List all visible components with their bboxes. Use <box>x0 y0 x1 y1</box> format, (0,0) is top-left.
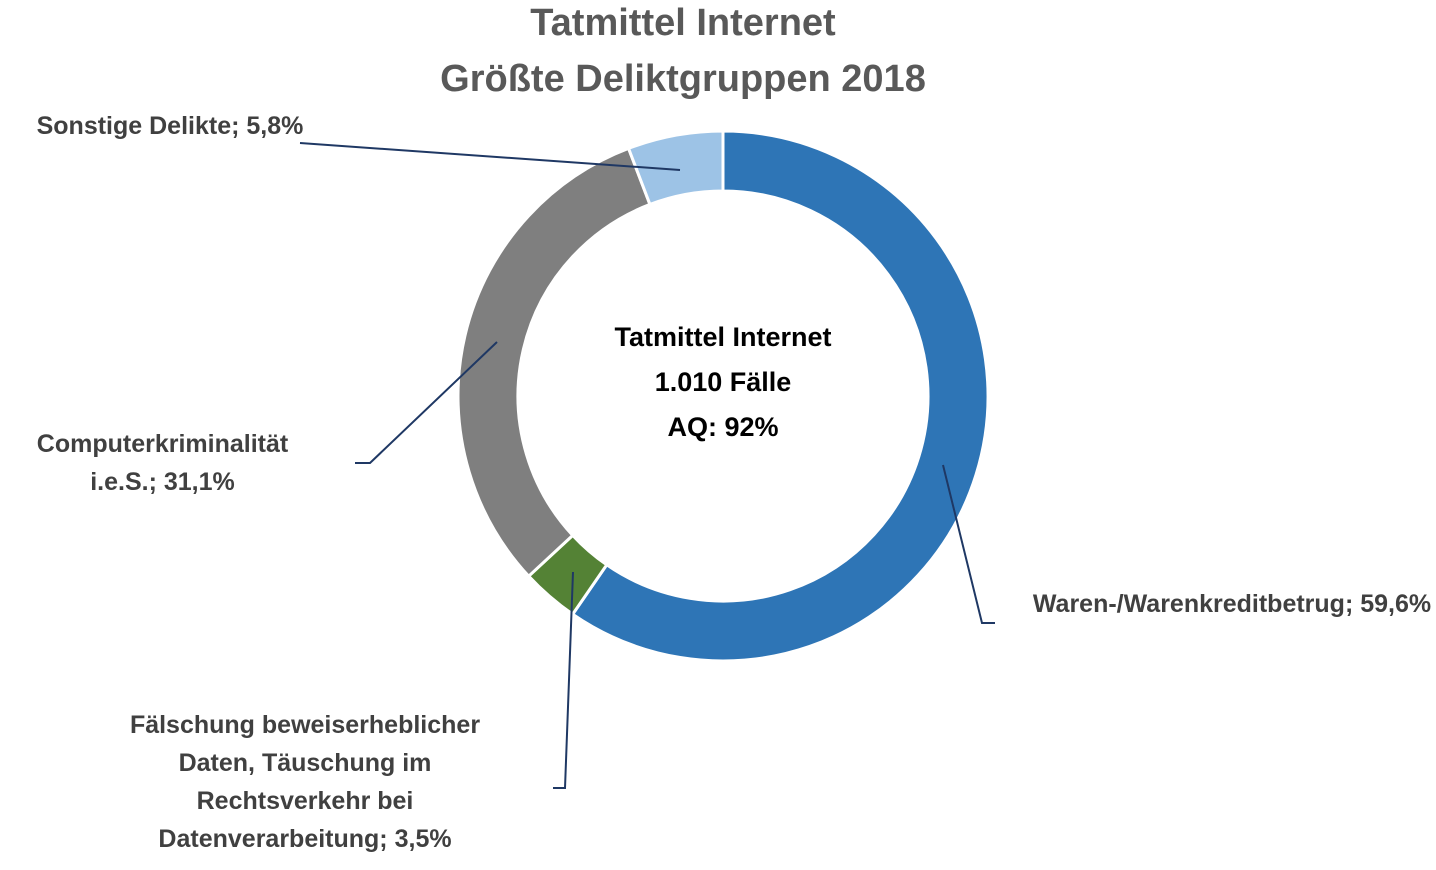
category-label: Fälschung beweiserheblicher Daten, Täusc… <box>129 711 481 853</box>
category-label: Sonstige Delikte; <box>36 112 240 140</box>
value-label: 5,8% <box>246 112 304 140</box>
category-label: Waren-/Warenkreditbetrug; <box>1032 590 1354 618</box>
leader-line <box>299 142 681 171</box>
center-text: 1.010 Fälle <box>654 367 792 397</box>
value-label: 3,5% <box>394 825 452 853</box>
leader-line <box>942 464 995 624</box>
donut <box>456 129 990 663</box>
value-label: 31,1% <box>163 468 235 496</box>
center-text: Tatmittel Internet <box>614 322 832 352</box>
data-label: Computerkriminalität i.e.S.; 31,1% <box>0 425 325 501</box>
leader-line <box>355 341 498 464</box>
donut-segment <box>456 146 652 579</box>
data-label: Sonstige Delikte; 5,8% <box>30 107 310 145</box>
data-label: Waren-/Warenkreditbetrug; 59,6% <box>1012 585 1436 623</box>
donut-segment <box>626 129 725 207</box>
data-label: Fälschung beweiserheblicher Daten, Täusc… <box>80 706 530 858</box>
value-label: 59,6% <box>1360 590 1432 618</box>
chart-title: Tatmittel Internet <box>530 2 836 44</box>
category-label: Computerkriminalität i.e.S.; <box>36 430 289 496</box>
donut-segment <box>570 129 990 663</box>
leader-line <box>553 571 574 789</box>
leader-lines <box>299 142 995 789</box>
center-text: AQ: 92% <box>667 412 779 442</box>
chart-subtitle: Größte Deliktgruppen 2018 <box>440 58 926 100</box>
